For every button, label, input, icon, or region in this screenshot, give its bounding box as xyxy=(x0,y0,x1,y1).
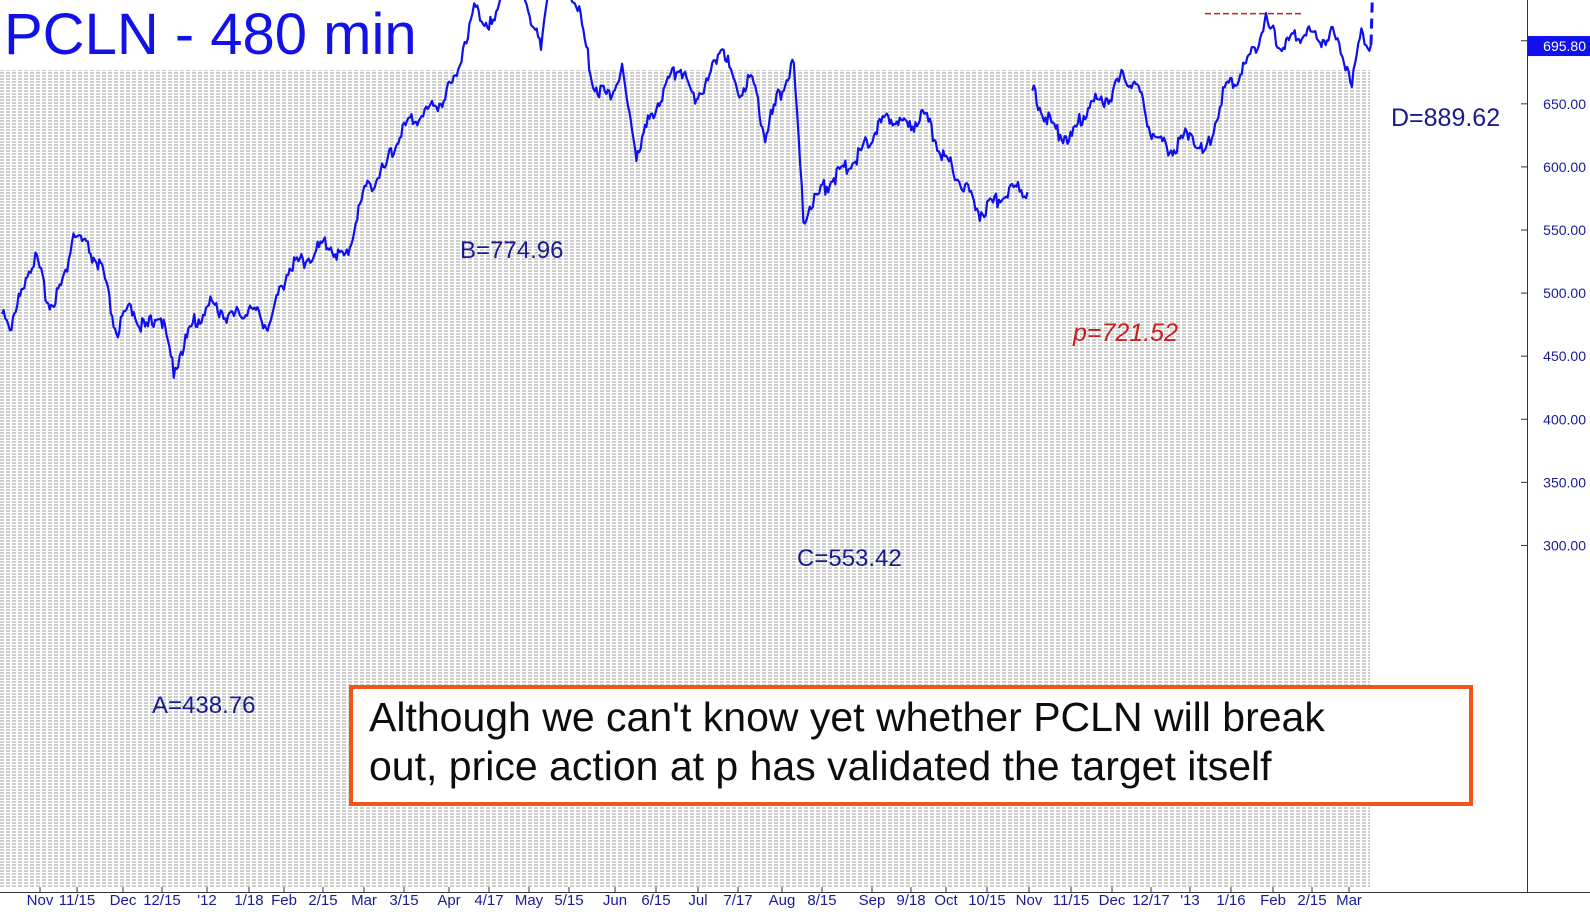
x-tick-label-7: 2/15 xyxy=(308,892,337,909)
annotation-label-3: p=721.52 xyxy=(1072,319,1178,347)
annotation-group: A=438.76 B=774.96 C=553.42 p=721.52 D=889.62 xyxy=(152,104,1500,719)
chart-title: PCLN - 480 min xyxy=(4,2,417,67)
x-tick-label-19: 8/15 xyxy=(807,892,836,909)
x-tick-label-28: '13 xyxy=(1180,892,1200,909)
y-tick-label-2: 400.00 xyxy=(1543,411,1586,427)
annotation-label-0: A=438.76 xyxy=(152,692,255,719)
x-tick-label-21: 9/18 xyxy=(896,892,925,909)
x-tick-label-1: 11/15 xyxy=(59,892,95,909)
x-tick-label-4: '12 xyxy=(197,892,217,909)
price-series-group xyxy=(0,0,1373,379)
projection-group: 695.80 xyxy=(1205,0,1590,57)
x-tick-label-2: Dec xyxy=(110,892,137,909)
annotation-label-2: C=553.42 xyxy=(797,545,902,572)
y-tick-label-4: 500.00 xyxy=(1543,285,1586,301)
y-tick-label-6: 600.00 xyxy=(1543,159,1586,175)
y-tick-label-5: 550.00 xyxy=(1543,222,1586,238)
x-tick-label-0: Nov xyxy=(27,892,54,909)
price-series-line-1 xyxy=(0,0,1029,379)
x-tick-label-29: 1/16 xyxy=(1216,892,1245,909)
x-tick-label-9: 3/15 xyxy=(389,892,418,909)
x-tick-label-30: Feb xyxy=(1260,892,1286,909)
projection-dashed-line xyxy=(1369,0,1374,45)
x-tick-label-27: 12/17 xyxy=(1132,892,1170,909)
y-tick-label-1: 350.00 xyxy=(1543,474,1586,490)
annotation-label-1: B=774.96 xyxy=(460,237,563,264)
x-axis-ticks: Nov 11/15 Dec 12/15 '12 1/18 Feb 2/15 Mar 3/15 Apr… xyxy=(27,887,1362,909)
x-tick-label-23: 10/15 xyxy=(968,892,1006,909)
x-tick-label-32: Mar xyxy=(1336,892,1362,909)
x-tick-label-13: 5/15 xyxy=(554,892,583,909)
x-tick-label-5: 1/18 xyxy=(234,892,263,909)
callout-line-1: Although we can't know yet whether PCLN … xyxy=(369,694,1325,740)
current-price-label: 695.80 xyxy=(1543,38,1586,54)
callout-line-2: out, price action at p has validated the… xyxy=(369,743,1272,789)
y-tick-label-7: 650.00 xyxy=(1543,96,1586,112)
y-tick-label-0: 300.00 xyxy=(1543,537,1586,553)
x-tick-label-31: 2/15 xyxy=(1297,892,1326,909)
price-series-line-2 xyxy=(1031,12,1373,157)
x-tick-label-26: Dec xyxy=(1099,892,1126,909)
callout-box: Although we can't know yet whether PCLN … xyxy=(349,685,1473,806)
x-tick-label-11: 4/17 xyxy=(474,892,503,909)
x-tick-label-12: May xyxy=(515,892,544,909)
x-tick-label-16: Jul xyxy=(688,892,707,909)
x-tick-label-25: 11/15 xyxy=(1053,892,1089,909)
x-tick-label-24: Nov xyxy=(1016,892,1043,909)
y-axis-ticks: 300.00 350.00 400.00 450.00 500.00 550.00 600.… xyxy=(1521,33,1586,553)
x-tick-label-14: Jun xyxy=(603,892,627,909)
annotation-label-4: D=889.62 xyxy=(1391,104,1500,132)
x-tick-label-15: 6/15 xyxy=(641,892,670,909)
x-tick-label-22: Oct xyxy=(934,892,958,909)
x-tick-label-8: Mar xyxy=(351,892,377,909)
x-tick-label-20: Sep xyxy=(859,892,886,909)
current-price-box xyxy=(1528,36,1590,57)
x-tick-label-3: 12/15 xyxy=(143,892,181,909)
x-tick-label-17: 7/17 xyxy=(723,892,752,909)
x-tick-label-18: Aug xyxy=(769,892,796,909)
x-tick-label-6: Feb xyxy=(271,892,297,909)
x-tick-label-10: Apr xyxy=(437,892,460,909)
y-tick-label-3: 450.00 xyxy=(1543,348,1586,364)
